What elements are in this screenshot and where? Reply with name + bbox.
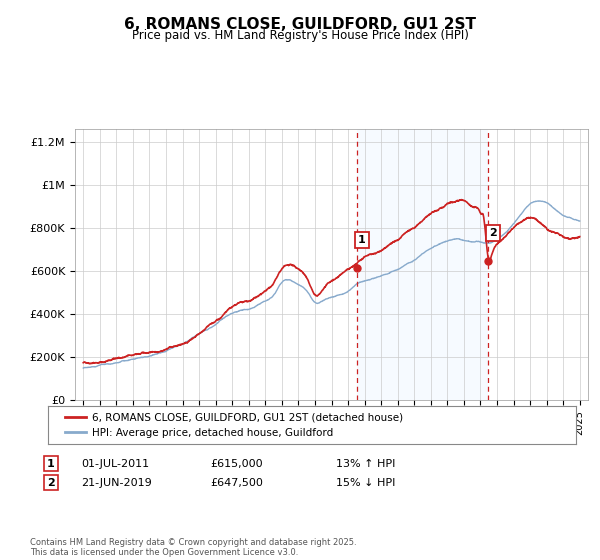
Text: 1: 1 <box>358 235 366 245</box>
Text: 21-JUN-2019: 21-JUN-2019 <box>81 478 152 488</box>
Text: £615,000: £615,000 <box>210 459 263 469</box>
Text: 15% ↓ HPI: 15% ↓ HPI <box>336 478 395 488</box>
Text: Contains HM Land Registry data © Crown copyright and database right 2025.
This d: Contains HM Land Registry data © Crown c… <box>30 538 356 557</box>
Text: 1: 1 <box>47 459 55 469</box>
Text: 01-JUL-2011: 01-JUL-2011 <box>81 459 149 469</box>
Legend: 6, ROMANS CLOSE, GUILDFORD, GU1 2ST (detached house), HPI: Average price, detach: 6, ROMANS CLOSE, GUILDFORD, GU1 2ST (det… <box>61 408 407 442</box>
Bar <box>357 129 488 400</box>
Text: 13% ↑ HPI: 13% ↑ HPI <box>336 459 395 469</box>
Text: 2: 2 <box>490 228 497 238</box>
Text: £647,500: £647,500 <box>210 478 263 488</box>
Text: 2: 2 <box>47 478 55 488</box>
Text: Price paid vs. HM Land Registry's House Price Index (HPI): Price paid vs. HM Land Registry's House … <box>131 29 469 42</box>
Text: 6, ROMANS CLOSE, GUILDFORD, GU1 2ST: 6, ROMANS CLOSE, GUILDFORD, GU1 2ST <box>124 17 476 32</box>
